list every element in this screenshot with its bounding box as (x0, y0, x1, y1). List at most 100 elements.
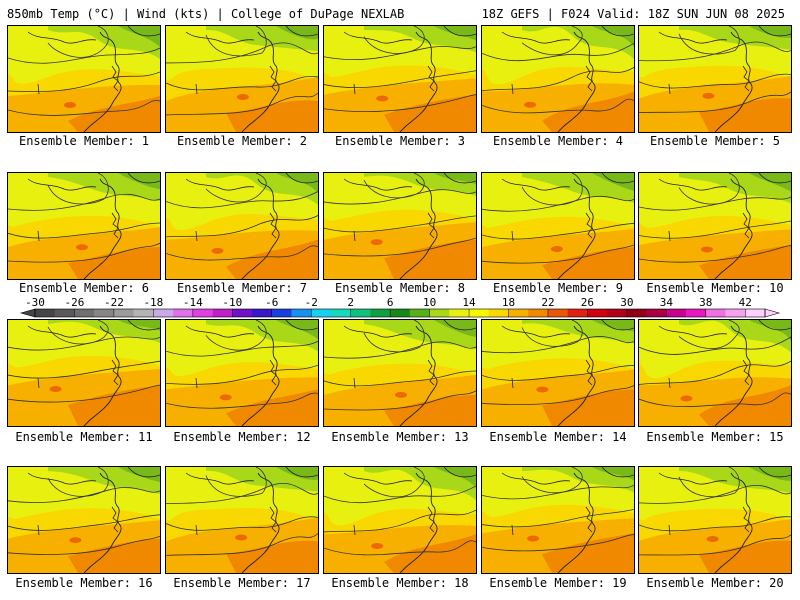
colorbar-swatch (74, 309, 95, 317)
ensemble-member-caption: Ensemble Member: 19 (489, 576, 627, 590)
colorbar-swatch (113, 309, 134, 317)
ensemble-member-caption: Ensemble Member: 9 (492, 281, 624, 295)
colorbar-swatch (271, 309, 292, 317)
ensemble-member-caption: Ensemble Member: 14 (489, 430, 627, 444)
colorbar-swatch (94, 309, 115, 317)
ensemble-member-map (165, 172, 319, 280)
colorbar-swatch (626, 309, 647, 317)
ensemble-member-caption: Ensemble Member: 4 (492, 134, 624, 148)
colorbar-swatch (291, 309, 312, 317)
ensemble-member-map (165, 319, 319, 427)
ensemble-member-map (638, 466, 792, 574)
colorbar-tick-label: 14 (462, 296, 476, 309)
ensemble-member-map (638, 25, 792, 133)
colorbar-swatch (429, 309, 450, 317)
ensemble-member-map (7, 172, 161, 280)
colorbar-tick-label: -30 (25, 296, 45, 309)
colorbar-tick-label: -14 (183, 296, 203, 309)
ensemble-member-caption: Ensemble Member: 17 (173, 576, 311, 590)
colorbar-tick-label: 26 (581, 296, 594, 309)
ensemble-member-map (7, 319, 161, 427)
colorbar-swatch (725, 309, 746, 317)
ensemble-member-caption: Ensemble Member: 18 (331, 576, 469, 590)
colorbar-swatch (488, 309, 509, 317)
colorbar-swatch (173, 309, 194, 317)
ensemble-member-map (165, 466, 319, 574)
ensemble-member-map (7, 466, 161, 574)
ensemble-member-map (165, 25, 319, 133)
ensemble-member-map (481, 319, 635, 427)
colorbar-swatch (587, 309, 608, 317)
colorbar-tick-label: 18 (502, 296, 515, 309)
colorbar-swatch (508, 309, 529, 317)
ensemble-member-caption: Ensemble Member: 8 (334, 281, 466, 295)
colorbar-swatch (607, 309, 628, 317)
temperature-colorbar: -30 -26 -22 -18 -14 -10 -6 -2 2 6 10 14 18 22 26 30 34 38… (19, 296, 781, 318)
colorbar-swatch (153, 309, 174, 317)
colorbar-tick-label: -18 (143, 296, 163, 309)
ensemble-member-map (481, 466, 635, 574)
colorbar-swatch (370, 309, 391, 317)
colorbar-tick-label: 30 (620, 296, 633, 309)
colorbar-swatch (745, 309, 766, 317)
ensemble-member-caption: Ensemble Member: 10 (646, 281, 784, 295)
colorbar-tick-label: 22 (541, 296, 554, 309)
colorbar-tick-label: -10 (222, 296, 242, 309)
colorbar-swatch (350, 309, 371, 317)
ensemble-member-caption: Ensemble Member: 13 (331, 430, 469, 444)
ensemble-member-map (323, 25, 477, 133)
ensemble-member-caption: Ensemble Member: 11 (15, 430, 153, 444)
ensemble-member-caption: Ensemble Member: 12 (173, 430, 311, 444)
colorbar-tick-label: 10 (423, 296, 436, 309)
colorbar-swatch (35, 309, 56, 317)
colorbar-swatch (469, 309, 490, 317)
colorbar-swatch (705, 309, 726, 317)
colorbar-swatch (212, 309, 233, 317)
ensemble-member-caption: Ensemble Member: 7 (176, 281, 308, 295)
colorbar-swatch (547, 309, 569, 317)
colorbar-tick-label: 34 (660, 296, 674, 309)
ensemble-member-map (481, 172, 635, 280)
colorbar-swatch (528, 309, 549, 317)
colorbar-tick-label: -22 (104, 296, 124, 309)
ensemble-member-caption: Ensemble Member: 20 (646, 576, 784, 590)
colorbar-min-arrow (19, 308, 36, 318)
ensemble-member-map (7, 25, 161, 133)
ensemble-member-caption: Ensemble Member: 16 (15, 576, 153, 590)
ensemble-member-caption: Ensemble Member: 15 (646, 430, 784, 444)
colorbar-swatch (54, 309, 75, 317)
colorbar-swatch (409, 309, 430, 317)
ensemble-member-caption: Ensemble Member: 5 (649, 134, 781, 148)
ensemble-member-caption: Ensemble Member: 6 (18, 281, 150, 295)
colorbar-tick-label: 2 (347, 296, 354, 309)
colorbar-swatch (646, 309, 667, 317)
ensemble-member-map (481, 25, 635, 133)
colorbar-tick-label: -6 (265, 296, 278, 309)
colorbar-swatch (666, 309, 687, 317)
colorbar-swatch (192, 309, 213, 317)
ensemble-member-map (323, 466, 477, 574)
colorbar-tick-label: 6 (387, 296, 394, 309)
model-run-info: 18Z GEFS | F024 Valid: 18Z SUN JUN 08 20… (481, 7, 785, 21)
ensemble-member-map (323, 319, 477, 427)
colorbar-swatch (330, 309, 351, 317)
ensemble-member-map (323, 172, 477, 280)
colorbar-tick-label: 42 (739, 296, 752, 309)
colorbar-swatch (252, 309, 273, 317)
ensemble-member-map (638, 319, 792, 427)
colorbar-tick-label: 38 (699, 296, 712, 309)
ensemble-member-caption: Ensemble Member: 2 (176, 134, 308, 148)
colorbar-tick-label: -26 (65, 296, 85, 309)
colorbar-swatch (686, 309, 707, 317)
colorbar-max-arrow (764, 308, 781, 318)
colorbar-swatch (232, 309, 253, 317)
colorbar-swatch (449, 309, 470, 317)
ensemble-member-caption: Ensemble Member: 1 (18, 134, 150, 148)
map-title: 850mb Temp (°C) | Wind (kts) | College o… (7, 7, 405, 21)
ensemble-member-map (638, 172, 792, 280)
colorbar-swatch (311, 309, 332, 317)
colorbar-swatch (567, 309, 588, 317)
ensemble-member-caption: Ensemble Member: 3 (334, 134, 466, 148)
colorbar-swatch (390, 309, 411, 317)
